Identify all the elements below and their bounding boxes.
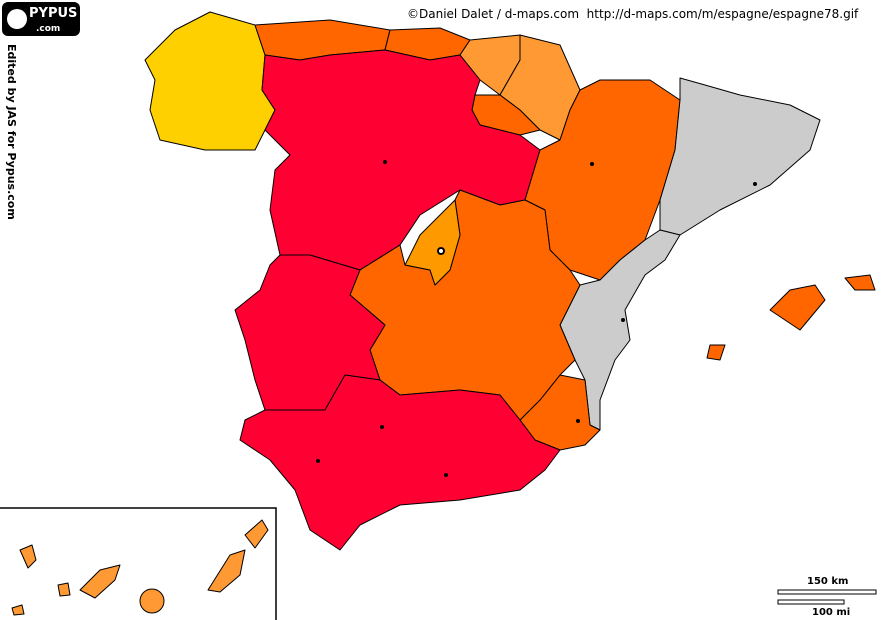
scale-label: 100 mi (812, 607, 850, 618)
capital (590, 162, 594, 166)
capital (444, 473, 448, 477)
capital (753, 182, 757, 186)
region (239, 374, 561, 551)
edited-by: Edited by JAS for Pypus.com (5, 44, 18, 220)
island (11, 604, 25, 616)
logo-name: PYPUS (29, 6, 77, 21)
scale-label: 150 km (807, 576, 848, 587)
scale-bar: 150 km 100 mi (777, 576, 877, 618)
region (144, 11, 276, 151)
inset-frame (0, 507, 277, 620)
logo-domain: .com (36, 24, 60, 34)
canary-inset (0, 507, 277, 620)
island (844, 274, 876, 291)
island (57, 582, 71, 597)
logo-icon (7, 9, 27, 29)
capitals (316, 160, 757, 477)
logo: PYPUS .com (2, 2, 80, 36)
island (207, 549, 246, 593)
capital (576, 419, 580, 423)
island (79, 564, 121, 599)
regions (144, 11, 876, 551)
capital (380, 425, 384, 429)
capital (383, 160, 387, 164)
region (499, 34, 581, 141)
island (706, 344, 726, 361)
capital (437, 247, 445, 255)
island (139, 588, 165, 614)
capital (316, 459, 320, 463)
capital (621, 318, 625, 322)
region (659, 77, 821, 236)
island (19, 544, 37, 569)
island (244, 519, 269, 549)
island (769, 284, 826, 331)
region (404, 199, 461, 286)
scale-bar-km (777, 589, 877, 595)
scale-bar-mi (777, 599, 845, 605)
credit: ©Daniel Dalet / d-maps.com http://d-maps… (407, 7, 859, 21)
